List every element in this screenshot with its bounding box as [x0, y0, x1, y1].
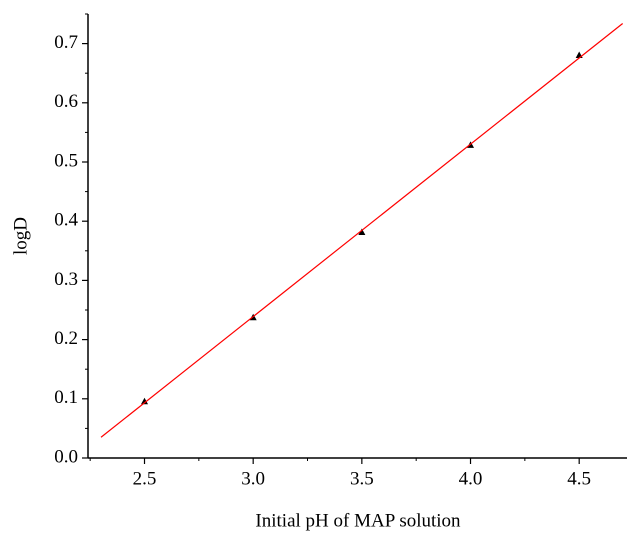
y-tick-label: 0.3: [54, 269, 78, 290]
data-point: [358, 228, 366, 235]
x-tick-label: 4.5: [567, 468, 591, 489]
y-tick-label: 0.4: [54, 210, 78, 231]
y-tick-label: 0.7: [54, 32, 78, 53]
y-tick-label: 0.5: [54, 150, 78, 171]
x-axis-label: Initial pH of MAP solution: [255, 510, 461, 531]
x-tick-label: 4.0: [459, 468, 483, 489]
y-tick-label: 0.6: [54, 91, 78, 112]
x-tick-label: 2.5: [133, 468, 157, 489]
y-tick-label: 0.0: [54, 446, 78, 467]
x-tick-label: 3.5: [350, 468, 374, 489]
fit-line: [100, 23, 624, 438]
data-point: [575, 51, 583, 58]
x-tick-label: 3.0: [241, 468, 265, 489]
y-tick-label: 0.2: [54, 328, 78, 349]
y-axis-label: logD: [10, 217, 31, 255]
y-tick-label: 0.1: [54, 387, 78, 408]
data-point: [141, 397, 149, 405]
